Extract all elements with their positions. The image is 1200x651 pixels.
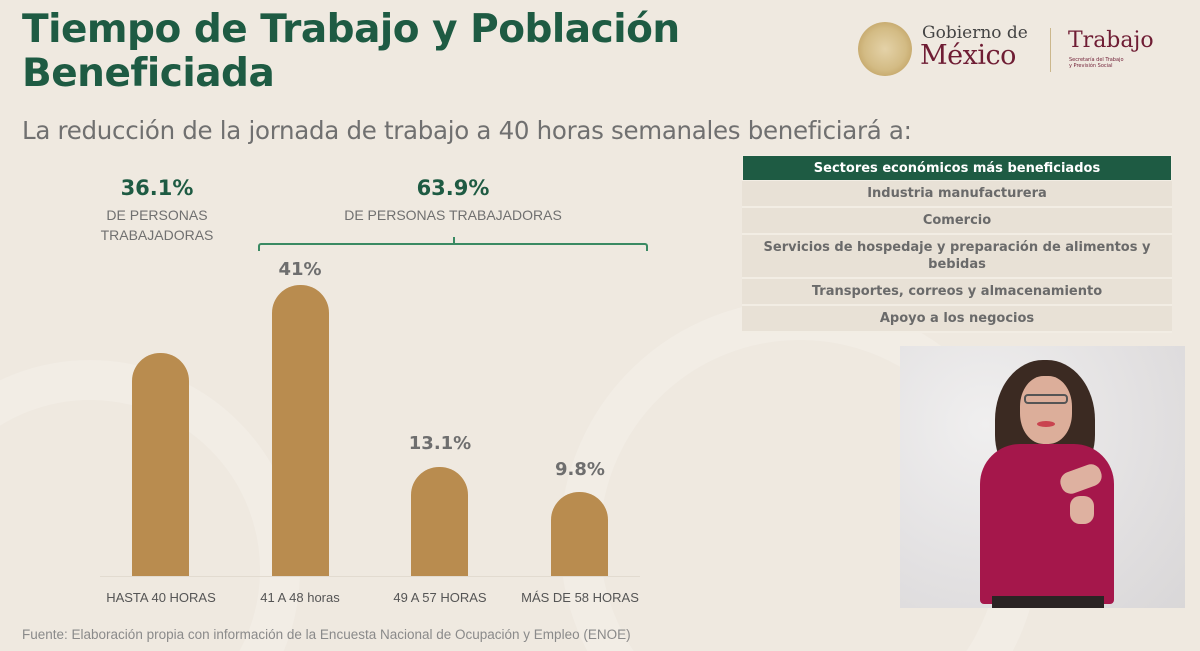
- sectors-table-row: Comercio: [742, 208, 1172, 235]
- bar-value-label: 13.1%: [408, 433, 472, 454]
- bar-value-label: 9.8%: [555, 459, 605, 480]
- group-left-label-line2: TRABAJADORAS: [100, 227, 214, 243]
- interpreter-lips: [1037, 421, 1055, 427]
- group-left-label: DE PERSONAS TRABAJADORAS: [77, 205, 237, 245]
- agency-name: Trabajo: [1068, 28, 1154, 53]
- group-bracket-tick: [453, 237, 455, 244]
- sectors-table-row: Servicios de hospedaje y preparación de …: [742, 235, 1172, 279]
- agency-subtitle: Secretaría del Trabajo y Previsión Socia…: [1069, 57, 1124, 69]
- page-subtitle: La reducción de la jornada de trabajo a …: [22, 116, 912, 145]
- logo-line1: Gobierno de: [922, 23, 1028, 43]
- group-right-percent: 63.9%: [416, 176, 490, 200]
- national-seal-icon: [858, 22, 912, 76]
- bar-41-a-48-horas: [272, 285, 329, 576]
- category-label: MÁS DE 58 HORAS: [521, 590, 639, 605]
- chart-baseline: [100, 576, 640, 577]
- interpreter-glasses: [1024, 394, 1068, 404]
- bar-value-label: 41%: [278, 259, 322, 280]
- group-left-percent: 36.1%: [120, 176, 194, 200]
- category-label: HASTA 40 HORAS: [106, 590, 216, 605]
- category-label: 49 A 57 HORAS: [393, 590, 487, 605]
- bar-49-a-57-horas: [411, 467, 468, 576]
- group-left-label-line1: DE PERSONAS: [106, 207, 208, 223]
- bar-hasta-40-horas: [132, 353, 189, 576]
- source-note: Fuente: Elaboración propia con informaci…: [22, 627, 631, 642]
- sign-language-interpreter-video: [900, 346, 1185, 608]
- interpreter-face: [1020, 376, 1072, 444]
- agency-subtitle-line1: Secretaría del Trabajo: [1069, 57, 1124, 63]
- page-title: Tiempo de Trabajo y Población Beneficiad…: [22, 7, 680, 96]
- logo-divider: [1050, 28, 1051, 72]
- agency-subtitle-line2: y Previsión Social: [1069, 63, 1113, 69]
- sectors-table-row: Industria manufacturera: [742, 181, 1172, 208]
- sectors-table: Sectores económicos más beneficiados Ind…: [742, 155, 1172, 333]
- group-bracket: [258, 243, 648, 251]
- category-label: 41 A 48 horas: [260, 590, 340, 605]
- gobierno-mexico-logo: Gobierno de México Trabajo Secretaría de…: [856, 20, 1176, 80]
- interpreter-hand: [1070, 496, 1094, 524]
- bar-mas-de-58-horas: [551, 492, 608, 576]
- sectors-table-row: Transportes, correos y almacenamiento: [742, 279, 1172, 306]
- group-right-label: DE PERSONAS TRABAJADORAS: [344, 207, 562, 223]
- sectors-table-header: Sectores económicos más beneficiados: [742, 155, 1172, 181]
- logo-line2: México: [920, 40, 1016, 71]
- sectors-table-row: Apoyo a los negocios: [742, 306, 1172, 333]
- interpreter-pants: [992, 596, 1104, 608]
